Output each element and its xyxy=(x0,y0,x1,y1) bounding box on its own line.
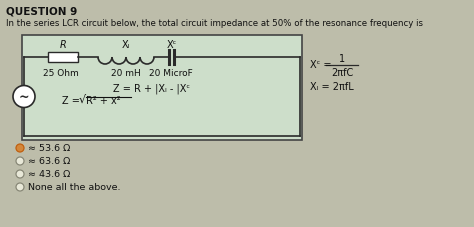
Text: Xᶜ =: Xᶜ = xyxy=(310,60,331,70)
Bar xyxy=(48,52,78,62)
Text: Z = R + |Xₗ - |Xᶜ: Z = R + |Xₗ - |Xᶜ xyxy=(113,83,191,94)
Text: QUESTION 9: QUESTION 9 xyxy=(6,7,77,17)
Text: ≈ 53.6 Ω: ≈ 53.6 Ω xyxy=(28,144,70,153)
Text: 1: 1 xyxy=(339,54,345,64)
Circle shape xyxy=(13,86,35,108)
Circle shape xyxy=(16,170,24,178)
Text: 20 MicroF: 20 MicroF xyxy=(149,69,193,78)
Text: In the series LCR circuit below, the total circuit impedance at 50% of the reson: In the series LCR circuit below, the tot… xyxy=(6,19,423,28)
Text: None all the above.: None all the above. xyxy=(28,183,120,192)
Text: Xₗ: Xₗ xyxy=(122,40,130,50)
Text: R² + x²: R² + x² xyxy=(86,96,120,106)
Text: R: R xyxy=(60,40,66,50)
Text: Xᶜ: Xᶜ xyxy=(166,40,177,50)
Text: √: √ xyxy=(79,95,86,105)
Text: ≈ 63.6 Ω: ≈ 63.6 Ω xyxy=(28,157,70,166)
Circle shape xyxy=(16,144,24,152)
Circle shape xyxy=(16,183,24,191)
Text: 20 mH: 20 mH xyxy=(111,69,141,78)
Text: ≈ 43.6 Ω: ≈ 43.6 Ω xyxy=(28,170,70,179)
Text: ~: ~ xyxy=(18,91,29,104)
Bar xyxy=(22,35,302,140)
Text: 2πfC: 2πfC xyxy=(331,68,353,78)
Text: Z =: Z = xyxy=(62,96,80,106)
Text: 25 Ohm: 25 Ohm xyxy=(43,69,79,78)
Circle shape xyxy=(16,157,24,165)
Text: Xₗ = 2πfL: Xₗ = 2πfL xyxy=(310,82,354,92)
